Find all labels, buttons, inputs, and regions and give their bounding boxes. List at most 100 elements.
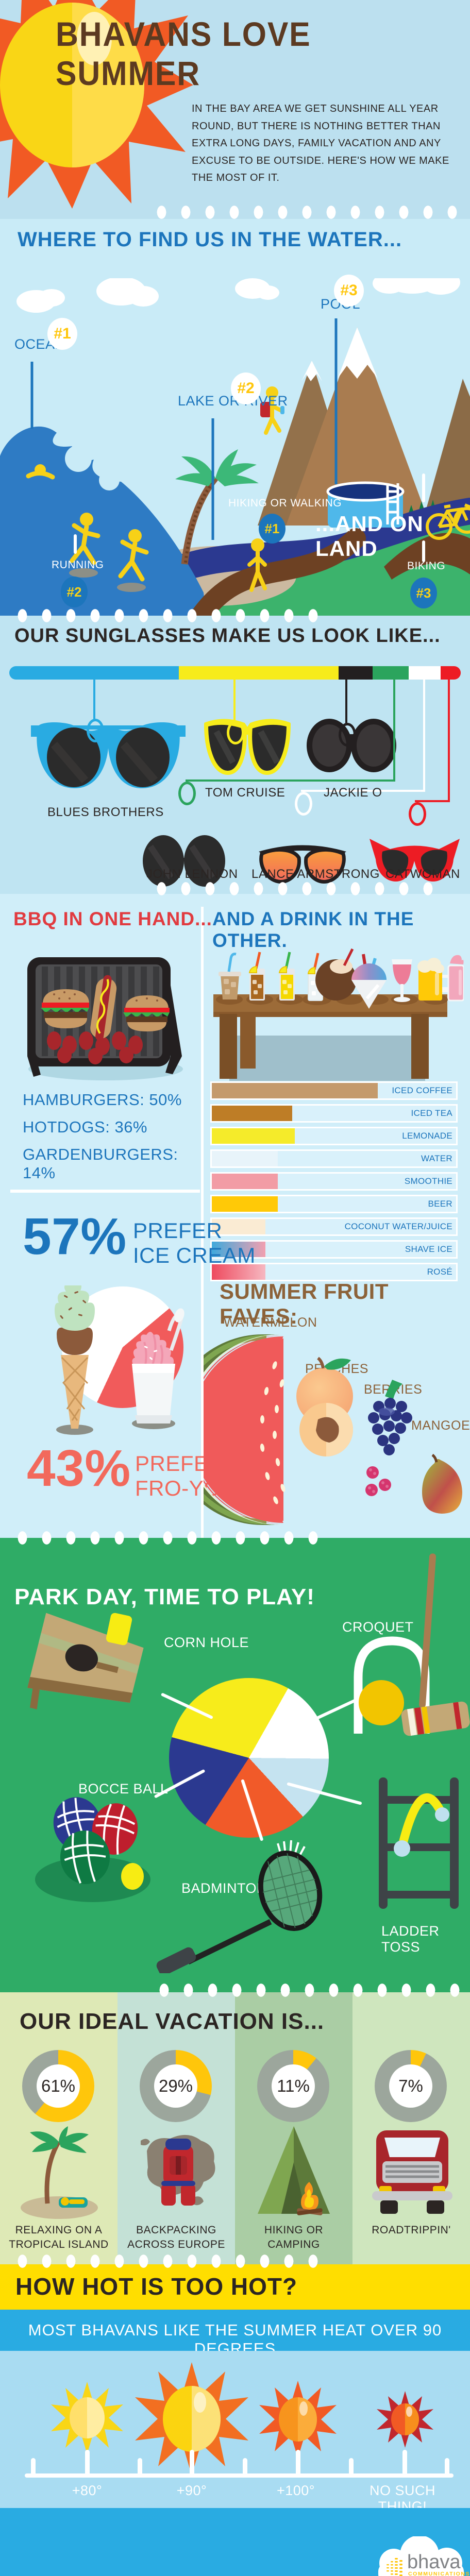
hotdog-icon — [90, 975, 117, 1041]
dots-separator-4 — [10, 1531, 326, 1545]
food-stat-line: HOTDOGS: 36% — [23, 1118, 147, 1136]
food-stat-line: HAMBURGERS: 50% — [23, 1091, 182, 1109]
string-green-v1 — [393, 680, 395, 782]
game-label-corn-hole: CORN HOLE — [164, 1635, 249, 1650]
land-spot-running-rank: #2 — [61, 577, 88, 607]
land-spot-biking-rank: #3 — [410, 578, 437, 608]
ice-cream-pct: 57% — [23, 1208, 127, 1265]
fruit-heading: SUMMER FRUIT FAVES: — [220, 1279, 389, 1328]
brand-name: bhava — [407, 2551, 461, 2573]
dots-separator-5 — [152, 1984, 470, 1997]
vacation-col-4 — [352, 1992, 470, 2264]
scale-tick-major — [402, 2450, 407, 2476]
tom-cruise-sunglasses-icon — [204, 719, 291, 775]
drink-bar-row: ICED COFFEE — [210, 1081, 458, 1100]
drink-bar-row: WATER — [210, 1149, 458, 1168]
corn-hole-icon — [27, 1613, 144, 1709]
wine-glass-icon — [392, 959, 412, 1002]
scale-tick — [445, 2458, 449, 2476]
swimmer-icon — [26, 464, 55, 480]
ring-red — [409, 802, 426, 826]
vacation-col-2 — [118, 1992, 235, 2264]
game-label-badminton: BADMINTON — [181, 1880, 267, 1896]
park-section: PARK DAY, TIME TO PLAY! CORN HOLE CROQUE… — [0, 1538, 470, 1992]
land-heading: ...AND ON LAND — [315, 512, 424, 561]
scale-tick — [243, 2458, 247, 2476]
sun-no-such-thing-icon — [377, 2391, 433, 2448]
drink-bar-label: LEMONADE — [402, 1131, 452, 1141]
drink-bar-fill — [212, 1083, 378, 1098]
vacation-donut-4: 7% — [375, 2050, 447, 2122]
land-spot-biking-label: BIKING — [407, 560, 446, 572]
runners-icon — [69, 513, 149, 592]
cloud-logo-background — [378, 2536, 464, 2576]
scale-tick-major — [85, 2450, 90, 2476]
vacation-label-2: BACKPACKING ACROSS EUROPE — [127, 2224, 225, 2251]
berries-icon — [365, 1380, 412, 1496]
tropical-island-icon — [21, 2126, 98, 2219]
sunglasses-bar-segment — [409, 666, 441, 680]
drink-bar-label: SHAVE ICE — [405, 1244, 452, 1254]
john-lennon-sunglasses-icon — [143, 835, 225, 887]
fruit-label-mangoes: MANGOES — [411, 1418, 470, 1433]
drink-bar-label: WATER — [421, 1154, 452, 1163]
left-divider-line — [10, 1190, 200, 1193]
scale-tick — [349, 2458, 354, 2476]
shave-ice-icon — [351, 954, 387, 1009]
ice-cream-word: ICE CREAM — [133, 1243, 256, 1267]
drink-bar-fill — [212, 1128, 295, 1144]
dots-separator-2 — [10, 609, 325, 622]
ice-cream-froyo-icon — [55, 1285, 184, 1435]
sunglasses-bar-segment — [339, 666, 373, 680]
heat-heading: HOW HOT IS TOO HOT? — [15, 2273, 298, 2300]
sunglasses-bar-segment — [178, 666, 339, 680]
sunglasses-style-label: CATWOMAN — [385, 867, 460, 881]
game-label-bocce: BOCCE BALL — [78, 1781, 169, 1797]
game-label-ladder-toss: LADDER TOSS — [381, 1923, 440, 1955]
drink-bar-label: ROSÉ — [427, 1267, 452, 1277]
food-stat-line: GARDENBURGERS: 14% — [23, 1145, 178, 1182]
vacation-label-3: HIKING OR CAMPING — [264, 2224, 324, 2251]
bbq-section: BBQ IN ONE HAND... AND A DRINK IN THE OT… — [0, 894, 470, 1538]
backpack-icon — [161, 2139, 195, 2206]
dots-separator-3 — [149, 882, 446, 895]
bbq-food-stats: HAMBURGERS: 50% HOTDOGS: 36% GARDENBURGERS… — [23, 1091, 198, 1191]
lance-armstrong-sunglasses-icon — [259, 845, 346, 884]
header-section: BHAVANS LOVE SUMMER IN THE BAY AREA WE G… — [0, 0, 470, 219]
drink-bar-row: LEMONADE — [210, 1127, 458, 1145]
ladder-toss-icon — [379, 1777, 459, 1909]
ice-cream-cone-icon — [55, 1285, 95, 1429]
vacation-donut-2: 29% — [140, 2050, 212, 2122]
drink-bar-row: ICED TEA — [210, 1104, 458, 1123]
land-spot-hiking-label: HIKING OR WALKING — [228, 497, 342, 509]
drink-bar-fill — [212, 1264, 266, 1280]
game-label-croquet: CROQUET — [342, 1619, 414, 1635]
dots-separator-6 — [10, 2255, 324, 2268]
badminton-racket-icon — [156, 1840, 323, 1973]
pool-icon — [326, 481, 405, 528]
sun-90-icon — [135, 2362, 248, 2476]
drink-bar-fill — [212, 1151, 278, 1166]
drink-bar-fill — [212, 1174, 278, 1189]
hiker-climbing-icon — [260, 386, 284, 435]
ring-black — [339, 723, 356, 747]
road-trip-car-icon — [372, 2130, 452, 2214]
land-spot-running-label: RUNNING — [52, 559, 104, 571]
vacation-donut-3: 11% — [257, 2050, 329, 2122]
park-heading: PARK DAY, TIME TO PLAY! — [14, 1584, 315, 1609]
ice-cream-prefer-word: PREFER — [133, 1218, 223, 1243]
bbq-heading: BBQ IN ONE HAND... — [13, 908, 212, 929]
fruits-illustration — [204, 1334, 462, 1525]
sunglasses-bar-segment — [373, 666, 409, 680]
lemonade-icon — [278, 952, 295, 1001]
sunglasses-style-label: JOHN LENNON — [146, 867, 238, 881]
blues-brothers-sunglasses-icon — [31, 722, 186, 788]
croquet-icon — [354, 1553, 470, 1736]
hamburger-icon — [41, 989, 89, 1028]
drinks-bar-chart: ICED COFFEE ICED TEA LEMONADE WATER SMOOTHIE… — [210, 1081, 458, 1285]
iced-tea-icon — [248, 952, 265, 1001]
heat-tick-label-90: +90° — [176, 2483, 207, 2498]
scale-tick — [138, 2458, 142, 2476]
europe-backpacking-icon — [141, 2134, 215, 2206]
